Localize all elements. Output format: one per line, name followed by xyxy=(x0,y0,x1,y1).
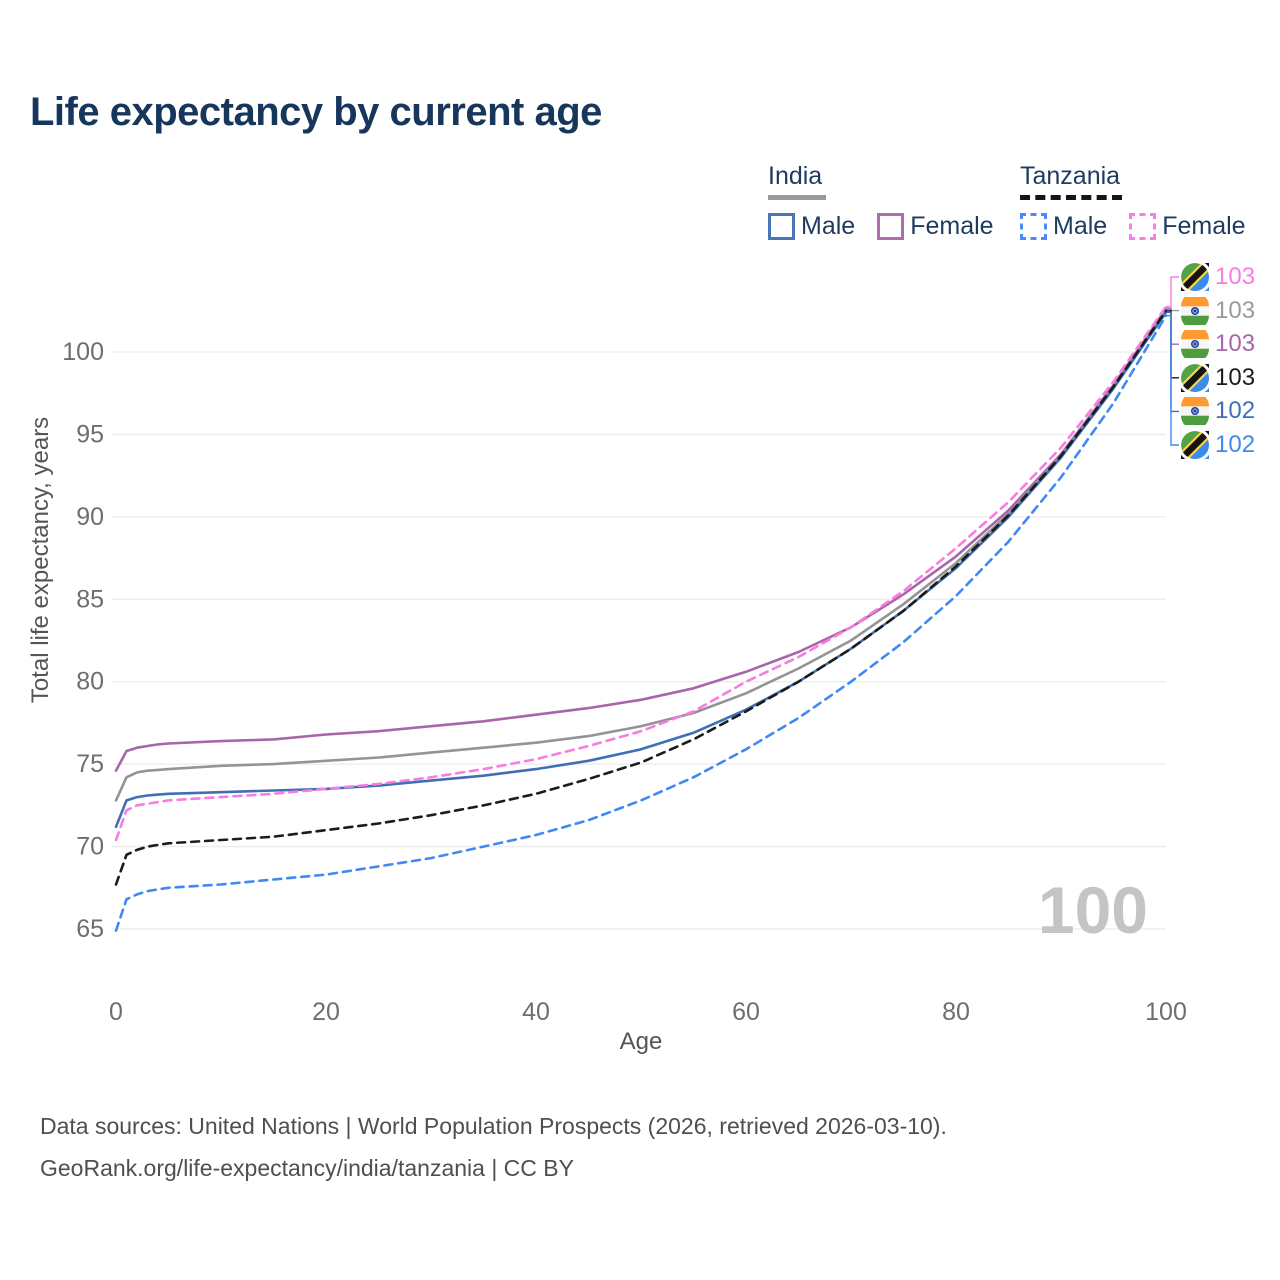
end-label-tanzania-all[interactable]: 103 xyxy=(1181,363,1256,392)
india-female-swatch-icon xyxy=(877,213,905,240)
legend: India Male Female Tanzania Male xyxy=(0,162,1280,242)
legend-group-tanzania: Tanzania Male Female xyxy=(1020,162,1246,241)
x-tick-label: 40 xyxy=(522,998,550,1026)
legend-label: Female xyxy=(910,212,994,240)
end-label-connector xyxy=(1166,315,1179,446)
y-tick-label: 85 xyxy=(76,585,104,613)
end-label-connector xyxy=(1166,276,1179,308)
x-tick-label: 80 xyxy=(942,998,970,1026)
y-tick-label: 70 xyxy=(76,833,104,861)
y-tick-label: 100 xyxy=(62,338,104,366)
y-tick-label: 75 xyxy=(76,750,104,778)
end-label-india-male[interactable]: 102 xyxy=(1181,397,1256,426)
legend-label: Male xyxy=(1053,212,1108,240)
y-tick-label: 95 xyxy=(76,420,104,448)
end-label-connector xyxy=(1166,308,1179,345)
series-line-india-male[interactable] xyxy=(114,311,1168,829)
legend-label: Male xyxy=(801,212,856,240)
x-tick-label: 20 xyxy=(312,998,340,1026)
end-label-india-female[interactable]: 103 xyxy=(1181,330,1256,359)
legend-label: Female xyxy=(1162,212,1246,240)
page-title: Life expectancy by current age xyxy=(30,90,602,134)
x-tick-label: 100 xyxy=(1145,998,1187,1026)
y-axis-title: Total life expectancy, years xyxy=(27,417,54,703)
attribution-text: GeoRank.org/life-expectancy/india/tanzan… xyxy=(40,1155,574,1181)
x-axis-title: Age xyxy=(620,1028,663,1055)
end-label-value: 102 xyxy=(1215,431,1256,458)
footer: Data sources: United Nations | World Pop… xyxy=(40,1105,947,1189)
end-label-value: 103 xyxy=(1215,330,1256,358)
tanzania-male-swatch-icon xyxy=(1020,213,1047,240)
tanzania-flag-icon xyxy=(1181,363,1209,392)
tanzania-flag-icon xyxy=(1181,263,1209,291)
india-solid-line-swatch xyxy=(768,195,826,200)
series-line-tanzania-all[interactable] xyxy=(114,309,1168,886)
end-label-value: 103 xyxy=(1215,363,1256,391)
data-sources-text: Data sources: United Nations | World Pop… xyxy=(40,1113,947,1139)
end-label-tanzania-male[interactable]: 102 xyxy=(1181,431,1255,459)
india-flag-icon xyxy=(1181,296,1209,325)
hovered-age-watermark: 100 xyxy=(1037,873,1148,947)
tanzania-female-swatch-icon xyxy=(1129,213,1157,240)
series-line-tanzania-male[interactable] xyxy=(114,314,1168,932)
legend-header-tanzania[interactable]: Tanzania xyxy=(1020,162,1121,190)
legend-item-india-female[interactable]: Female xyxy=(877,212,994,241)
series-line-tanzania-female[interactable] xyxy=(114,305,1168,842)
y-tick-label: 90 xyxy=(76,503,104,531)
end-label-connector xyxy=(1166,311,1179,413)
legend-item-tanzania-male[interactable]: Male xyxy=(1020,212,1107,241)
series-line-india-female[interactable] xyxy=(114,307,1168,773)
end-label-value: 103 xyxy=(1215,263,1256,290)
y-tick-label: 65 xyxy=(76,915,104,943)
y-tick-label: 80 xyxy=(76,668,104,696)
india-flag-icon xyxy=(1181,397,1209,426)
legend-header-india[interactable]: India xyxy=(768,162,823,190)
tanzania-flag-icon xyxy=(1181,431,1209,459)
legend-item-tanzania-female[interactable]: Female xyxy=(1129,212,1246,241)
end-label-value: 103 xyxy=(1215,296,1256,324)
x-tick-label: 0 xyxy=(109,998,123,1026)
legend-group-india: India Male Female xyxy=(768,162,994,241)
x-tick-label: 60 xyxy=(732,998,760,1026)
series-line-india-all[interactable] xyxy=(114,306,1168,802)
tanzania-dashed-line-swatch xyxy=(1020,195,1122,200)
end-label-tanzania-female[interactable]: 103 xyxy=(1181,263,1255,291)
legend-item-india-male[interactable]: Male xyxy=(768,212,855,241)
india-male-swatch-icon xyxy=(768,213,795,240)
end-label-india-all[interactable]: 103 xyxy=(1181,296,1256,325)
end-label-value: 102 xyxy=(1215,397,1256,425)
india-flag-icon xyxy=(1181,330,1209,359)
